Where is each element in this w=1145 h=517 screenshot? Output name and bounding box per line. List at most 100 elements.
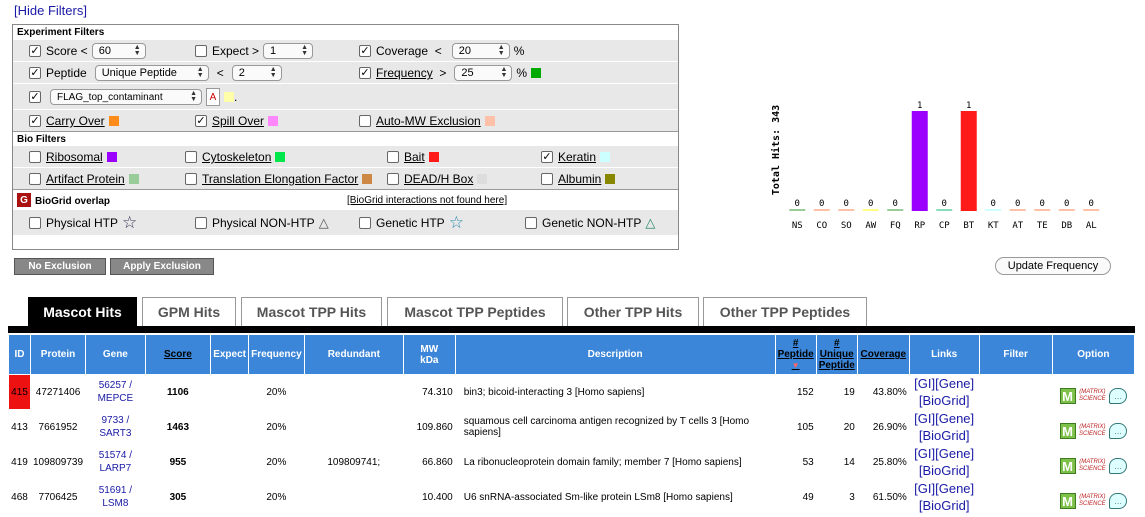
ribosomal-link[interactable]: Ribosomal <box>46 150 103 164</box>
update-frequency-button[interactable]: Update Frequency <box>995 257 1111 275</box>
auto-mw-link[interactable]: Auto-MW Exclusion <box>376 114 481 128</box>
gi-link[interactable]: [GI] <box>914 411 936 426</box>
gene-link[interactable]: [Gene] <box>935 376 975 391</box>
contaminant-select[interactable]: FLAG_top_contaminant ▲ ▼ <box>50 89 202 105</box>
mascot-m-icon[interactable]: M <box>1059 388 1076 404</box>
chart-data-label: 0 <box>991 199 996 209</box>
col-gene: Gene <box>85 334 146 375</box>
comment-bubble-icon[interactable]: … <box>1109 388 1128 404</box>
auto-mw-checkbox[interactable] <box>359 115 371 127</box>
albumin-link[interactable]: Albumin <box>558 172 602 186</box>
cell-gene[interactable]: 51574 /LARP7 <box>85 444 146 480</box>
cell-redundant <box>303 374 404 410</box>
keratin-checkbox[interactable]: ✓ <box>541 150 553 163</box>
cell-expect <box>210 444 250 480</box>
chart-y-label: Total Hits: 343 <box>770 105 782 195</box>
filter-row-4: ✓ Carry Over ✓ Spill Over Auto-MW Exclusio… <box>13 109 678 131</box>
cell-gene[interactable]: 9733 /SART3 <box>85 409 146 445</box>
tab-mascot-tpp-hits[interactable]: Mascot TPP Hits <box>241 297 382 326</box>
col-peptide[interactable]: # Peptide ▼ <box>774 334 817 375</box>
cell-option: M (MATRIX) SCIENCE … <box>1051 479 1136 515</box>
carry-over-link[interactable]: Carry Over <box>46 114 105 128</box>
carry-over-checkbox[interactable]: ✓ <box>29 114 41 127</box>
expect-checkbox[interactable] <box>195 45 207 57</box>
score-select[interactable]: 60 ▲ ▼ <box>91 43 146 59</box>
gene-link[interactable]: [Gene] <box>935 411 975 426</box>
col-id: ID <box>8 334 31 375</box>
tab-mascot-hits[interactable]: Mascot Hits <box>28 297 137 326</box>
cell-gene[interactable]: 51691 /LSM8 <box>85 479 146 515</box>
mascot-m-icon[interactable]: M <box>1059 458 1076 474</box>
coverage-checkbox[interactable]: ✓ <box>359 44 371 57</box>
artifact-checkbox[interactable] <box>29 173 41 185</box>
keratin-link[interactable]: Keratin <box>558 150 597 164</box>
apply-exclusion-button[interactable]: Apply Exclusion <box>110 258 214 275</box>
ribosomal-checkbox[interactable] <box>29 151 41 163</box>
col-score[interactable]: Score <box>144 334 212 375</box>
bait-checkbox[interactable] <box>387 151 399 163</box>
chart-bar <box>862 209 879 211</box>
cell-filter <box>978 444 1053 480</box>
gi-link[interactable]: [GI] <box>914 376 936 391</box>
translation-link[interactable]: Translation Elongation Factor <box>202 172 359 186</box>
cell-gene[interactable]: 56257 /MEPCE <box>85 374 146 410</box>
coverage-op: < <box>434 44 442 58</box>
bait-link[interactable]: Bait <box>404 150 425 164</box>
matrix-science-icon[interactable]: (MATRIX) SCIENCE <box>1079 459 1106 472</box>
tab-other-tpp-hits[interactable]: Other TPP Hits <box>567 297 699 326</box>
artifact-link[interactable]: Artifact Protein <box>46 172 125 186</box>
col-coverage[interactable]: Coverage <box>856 334 910 375</box>
translation-checkbox[interactable] <box>185 173 197 185</box>
gi-link[interactable]: [GI] <box>914 481 936 496</box>
spill-over-checkbox[interactable]: ✓ <box>195 114 207 127</box>
matrix-science-icon[interactable]: (MATRIX) SCIENCE <box>1079 389 1106 402</box>
peptide-type-select[interactable]: Unique Peptide ▲ ▼ <box>94 65 209 81</box>
tab-other-tpp-peptides[interactable]: Other TPP Peptides <box>703 297 867 326</box>
albumin-checkbox[interactable] <box>541 173 553 185</box>
hide-filters-link[interactable]: [Hide Filters] <box>14 3 87 18</box>
biogrid-link[interactable]: [BioGrid] <box>918 393 970 408</box>
chart-tick-label: CO <box>816 221 827 231</box>
col-unique-peptide[interactable]: # Unique Peptide <box>815 334 858 375</box>
contaminant-checkbox[interactable]: ✓ <box>29 90 41 103</box>
dead-checkbox[interactable] <box>387 173 399 185</box>
physical-non-htp-checkbox[interactable] <box>195 217 207 229</box>
dead-link[interactable]: DEAD/H Box <box>404 172 474 186</box>
biogrid-not-found[interactable]: [BioGrid interactions not found here] <box>347 195 508 206</box>
comment-bubble-icon[interactable]: … <box>1109 493 1128 509</box>
mascot-m-icon[interactable]: M <box>1059 423 1076 439</box>
frequency-checkbox[interactable]: ✓ <box>359 66 371 79</box>
spill-over-link[interactable]: Spill Over <box>212 114 265 128</box>
matrix-science-icon[interactable]: (MATRIX) SCIENCE <box>1079 424 1106 437</box>
chart-bar <box>985 209 1002 211</box>
frequency-select[interactable]: 25 ▲ ▼ <box>454 65 513 81</box>
frequency-link[interactable]: Frequency <box>376 66 433 80</box>
genetic-htp-checkbox[interactable] <box>359 217 371 229</box>
tab-mascot-tpp-peptides[interactable]: Mascot TPP Peptides <box>387 297 563 326</box>
comment-bubble-icon[interactable]: … <box>1109 458 1128 474</box>
physical-htp-checkbox[interactable] <box>29 217 41 229</box>
gi-link[interactable]: [GI] <box>914 446 936 461</box>
mascot-m-icon[interactable]: M <box>1059 493 1076 509</box>
no-exclusion-button[interactable]: No Exclusion <box>14 258 106 275</box>
cytoskeleton-checkbox[interactable] <box>185 151 197 163</box>
peptide-select[interactable]: 2 ▲ ▼ <box>231 65 282 81</box>
biogrid-link[interactable]: [BioGrid] <box>918 463 970 478</box>
comment-bubble-icon[interactable]: … <box>1109 423 1128 439</box>
cytoskeleton-link[interactable]: Cytoskeleton <box>202 150 272 164</box>
genetic-non-htp-checkbox[interactable] <box>525 217 537 229</box>
biogrid-link[interactable]: [BioGrid] <box>918 498 970 513</box>
biogrid-row: Physical HTP ☆ Physical NON-HTP △ Genetic … <box>13 209 678 235</box>
matrix-science-icon[interactable]: (MATRIX) SCIENCE <box>1079 494 1106 507</box>
cell-description: squamous cell carcinoma antigen recogniz… <box>454 409 776 445</box>
coverage-select[interactable]: 20 ▲ ▼ <box>451 43 510 59</box>
expect-select[interactable]: 1 ▲ ▼ <box>263 43 314 59</box>
gene-link[interactable]: [Gene] <box>935 446 975 461</box>
tab-gpm-hits[interactable]: GPM Hits <box>142 297 236 326</box>
peptide-checkbox[interactable]: ✓ <box>29 66 41 79</box>
score-checkbox[interactable]: ✓ <box>29 44 41 57</box>
gene-link[interactable]: [Gene] <box>935 481 975 496</box>
biogrid-link[interactable]: [BioGrid] <box>918 428 970 443</box>
coverage-label: Coverage <box>376 44 429 58</box>
cell-coverage: 43.80% <box>856 374 910 410</box>
